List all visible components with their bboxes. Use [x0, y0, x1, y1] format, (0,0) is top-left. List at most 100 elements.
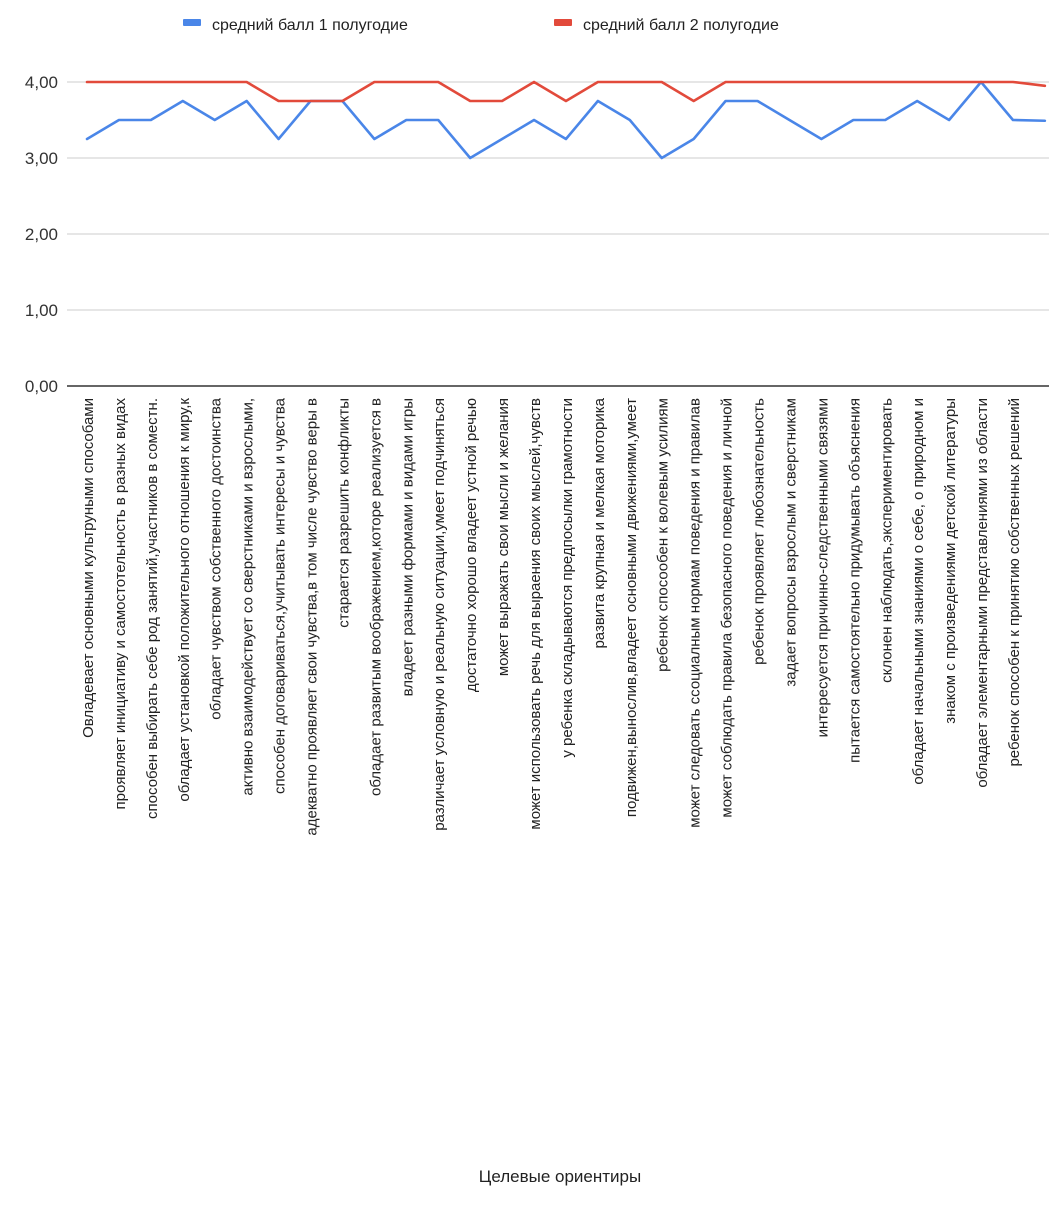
x-category-label: достаточно хорошо владеет устной речью: [463, 398, 480, 692]
data-point-series-2[interactable]: [723, 79, 729, 85]
data-point-series-2[interactable]: [786, 79, 792, 85]
x-category-label: обладает установкой положительного отнош…: [176, 398, 193, 802]
x-category-label: может следовать ссоциалным нормам поведе…: [687, 398, 704, 828]
data-point-series-2[interactable]: [276, 98, 282, 104]
data-point-series-1[interactable]: [786, 117, 792, 123]
legend-swatch-series-1: [183, 19, 201, 26]
data-point-series-1[interactable]: [563, 136, 569, 142]
data-point-series-1[interactable]: [691, 136, 697, 142]
x-category-label: знаком с произведениями детской литерату…: [942, 398, 959, 724]
gridlines: [67, 81, 1049, 387]
data-point-series-1[interactable]: [595, 98, 601, 104]
x-category-label: обладает развитым воображением,которе ре…: [367, 398, 384, 796]
x-category-label: обладает элементарными представлениями и…: [974, 398, 991, 788]
data-point-series-2[interactable]: [850, 79, 856, 85]
x-category-label: может использовать речь для выраения сво…: [527, 398, 544, 830]
x-category-label: ребенок спосообен к волевым усилиям: [655, 398, 672, 672]
data-point-series-2[interactable]: [403, 79, 409, 85]
x-axis-title: Целевые ориентиры: [479, 1167, 641, 1186]
data-point-series-1[interactable]: [1010, 117, 1016, 123]
data-point-series-2[interactable]: [818, 79, 824, 85]
legend-label-series-1: средний балл 1 полугодие: [212, 17, 408, 34]
x-category-label: обладает начальными знаниями о себе, о п…: [910, 398, 927, 785]
x-category-label: задает вопросы взрослым и сверстникам: [782, 398, 799, 687]
data-point-series-1[interactable]: [946, 117, 952, 123]
data-point-series-1[interactable]: [244, 98, 250, 104]
data-point-series-2[interactable]: [499, 98, 505, 104]
x-category-label: старается разрешить конфликты: [335, 398, 352, 628]
x-category-label: Овладевает основными культруными способа…: [80, 398, 97, 738]
data-point-series-2[interactable]: [1010, 79, 1016, 85]
data-point-series-2[interactable]: [978, 79, 984, 85]
data-point-series-2[interactable]: [116, 79, 122, 85]
data-point-series-1[interactable]: [435, 117, 441, 123]
data-point-series-1[interactable]: [627, 117, 633, 123]
x-category-label: обладает чувством собственного достоинст…: [208, 397, 225, 719]
data-point-series-1[interactable]: [467, 155, 473, 161]
data-point-series-2[interactable]: [435, 79, 441, 85]
data-point-series-2[interactable]: [244, 79, 250, 85]
series-line-2[interactable]: [85, 80, 1047, 103]
y-tick-label: 2,00: [25, 225, 58, 244]
data-point-series-1[interactable]: [84, 136, 90, 142]
data-point-series-2[interactable]: [691, 98, 697, 104]
y-tick-label: 4,00: [25, 73, 58, 92]
data-point-series-2[interactable]: [308, 98, 314, 104]
data-point-series-1[interactable]: [723, 98, 729, 104]
legend-entry-series-1[interactable]: средний балл 1 полугодие: [183, 17, 408, 34]
x-axis-category-labels: Овладевает основными культруными способа…: [80, 397, 1023, 835]
data-point-series-1[interactable]: [116, 117, 122, 123]
data-point-series-2[interactable]: [755, 79, 761, 85]
data-point-series-2[interactable]: [627, 79, 633, 85]
data-point-series-1[interactable]: [371, 136, 377, 142]
data-point-series-1[interactable]: [659, 155, 665, 161]
data-point-series-1[interactable]: [882, 117, 888, 123]
legend-entry-series-2[interactable]: средний балл 2 полугодие: [554, 17, 779, 34]
data-point-series-1[interactable]: [180, 98, 186, 104]
data-point-series-1[interactable]: [403, 117, 409, 123]
series-line-1[interactable]: [85, 80, 1047, 160]
data-point-series-2[interactable]: [882, 79, 888, 85]
data-point-series-1[interactable]: [818, 136, 824, 142]
legend: средний балл 1 полугодие средний балл 2 …: [183, 17, 779, 34]
data-point-series-2[interactable]: [531, 79, 537, 85]
data-point-series-1[interactable]: [276, 136, 282, 142]
data-point-series-2[interactable]: [1042, 83, 1048, 89]
data-point-series-1[interactable]: [755, 98, 761, 104]
data-point-series-2[interactable]: [84, 79, 90, 85]
data-point-series-2[interactable]: [467, 98, 473, 104]
data-point-series-1[interactable]: [212, 117, 218, 123]
data-point-series-2[interactable]: [339, 98, 345, 104]
data-point-series-2[interactable]: [563, 98, 569, 104]
data-point-series-2[interactable]: [148, 79, 154, 85]
x-category-label: способен выбирать себе род занятий,участ…: [144, 398, 161, 819]
data-point-series-2[interactable]: [595, 79, 601, 85]
data-point-series-1[interactable]: [1042, 118, 1048, 124]
x-category-label: пытается самостоятельно придумывать объя…: [846, 398, 863, 763]
x-category-label: ребенок проявляет любознательность: [751, 398, 768, 665]
data-point-series-2[interactable]: [180, 79, 186, 85]
data-point-series-1[interactable]: [914, 98, 920, 104]
data-point-series-2[interactable]: [946, 79, 952, 85]
legend-label-series-2: средний балл 2 полугодие: [583, 17, 779, 34]
x-category-label: у ребенка складываются предпосылки грамо…: [559, 398, 576, 758]
series-lines: [84, 79, 1048, 161]
x-category-label: развита крупная и мелкая моторика: [591, 397, 608, 648]
x-category-label: подвижен,вынослив,владеет основными движ…: [623, 398, 640, 817]
data-point-series-1[interactable]: [531, 117, 537, 123]
data-point-series-1[interactable]: [148, 117, 154, 123]
data-point-series-2[interactable]: [914, 79, 920, 85]
x-category-label: может соблюдать правила безопасного пове…: [719, 398, 736, 818]
data-point-series-2[interactable]: [212, 79, 218, 85]
data-point-series-1[interactable]: [499, 136, 505, 142]
x-category-label: способен договариваться,учитывать интере…: [272, 397, 289, 794]
data-point-series-1[interactable]: [850, 117, 856, 123]
x-category-label: проявляет инициативу и самостотельность …: [112, 398, 129, 810]
data-point-series-2[interactable]: [659, 79, 665, 85]
x-category-label: адекватно проявляет свои чувства,в том ч…: [304, 398, 321, 836]
x-category-label: склонен наблюдать,экспериментировать: [878, 398, 895, 683]
y-tick-label: 3,00: [25, 149, 58, 168]
data-point-series-2[interactable]: [371, 79, 377, 85]
legend-swatch-series-2: [554, 19, 572, 26]
